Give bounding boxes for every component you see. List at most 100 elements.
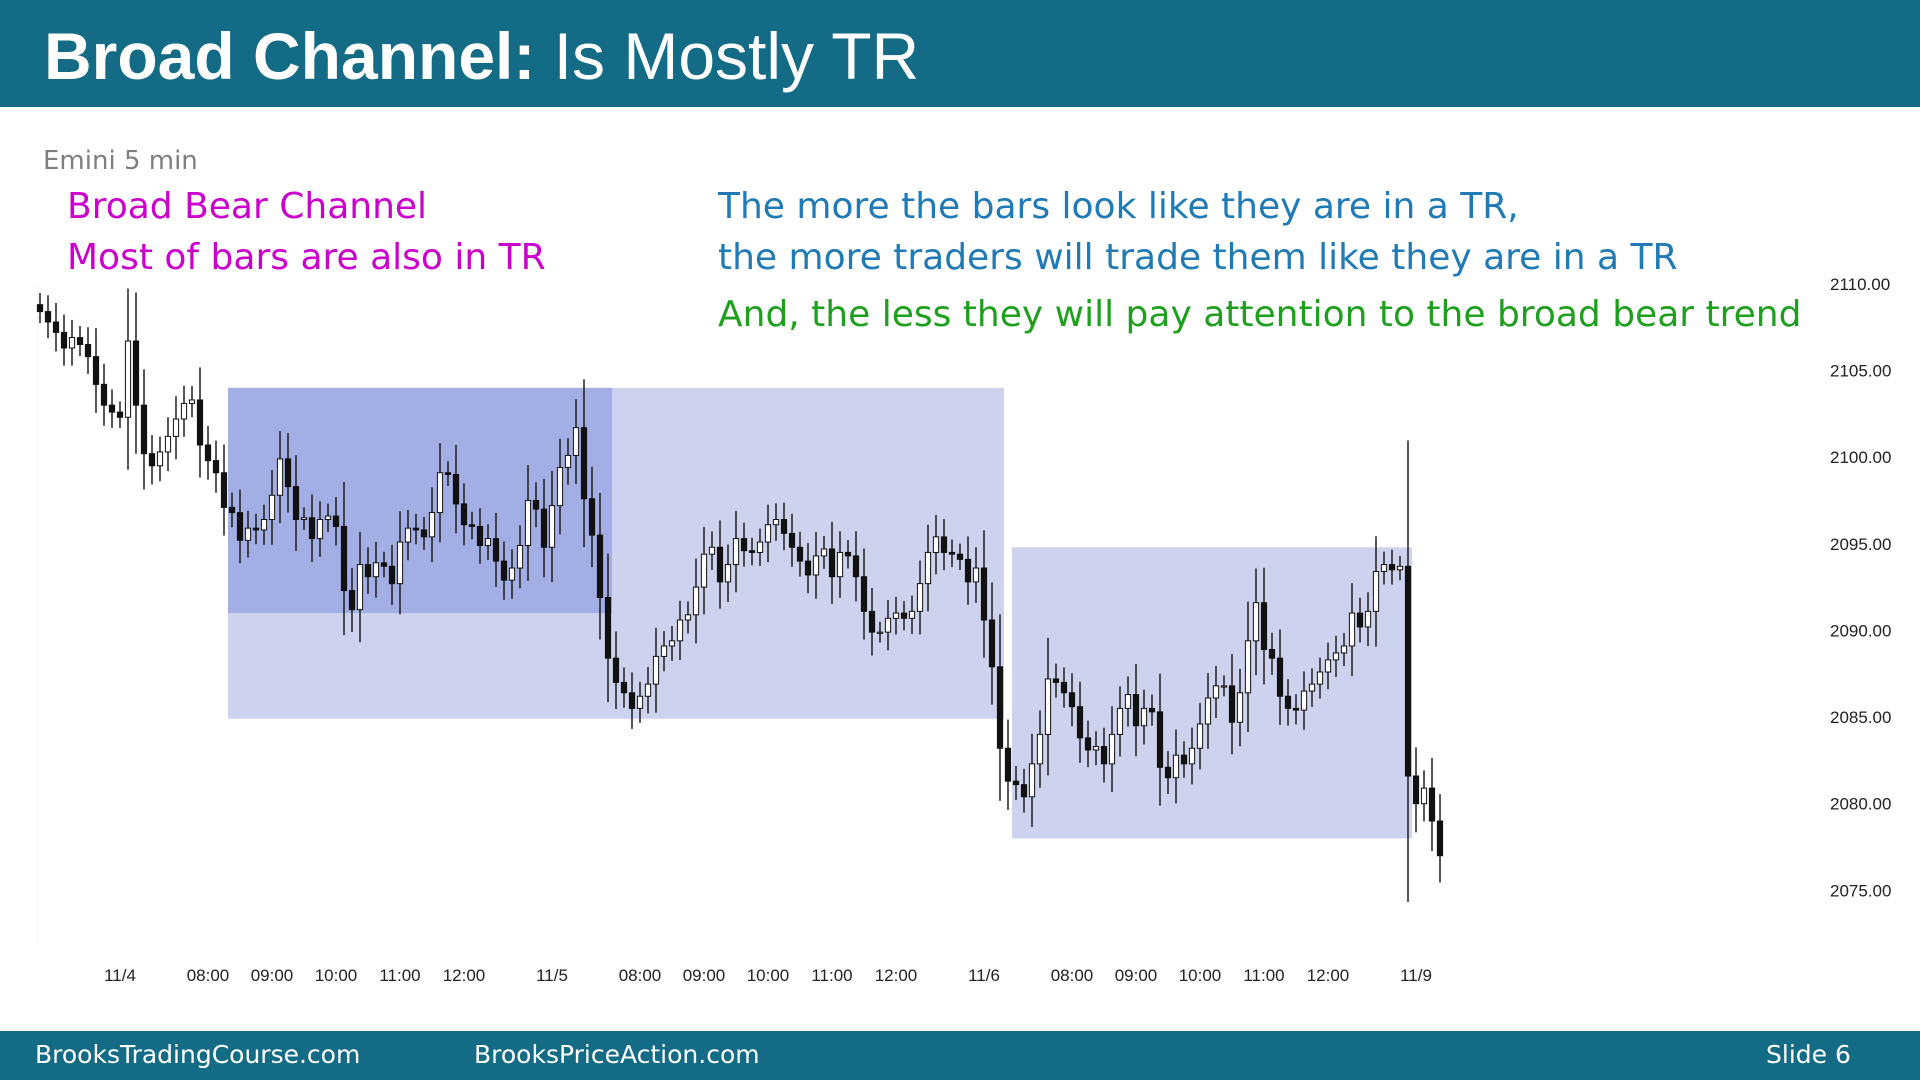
candle-bull-body: [1140, 707, 1148, 727]
candle-bull-body: [316, 519, 324, 540]
x-tick-label: 09:00: [683, 966, 726, 985]
candle-bull-body: [356, 564, 364, 611]
candle-bull-body: [876, 631, 884, 634]
candle-bull-body: [564, 454, 572, 469]
candle-bull-body: [428, 512, 436, 538]
candle-bear-body: [340, 525, 348, 592]
candle-bear-body: [52, 321, 60, 333]
x-tick-label: 12:00: [1307, 966, 1350, 985]
candle-bull-body: [676, 619, 684, 642]
candle-bull-body: [188, 399, 196, 404]
candle-bear-body: [228, 506, 236, 514]
candle-bull-body: [1300, 690, 1308, 711]
candle-bear-body: [308, 517, 316, 540]
candle-bull-body: [812, 555, 820, 576]
candle-bear-body: [284, 458, 292, 488]
candle-bull-body: [924, 551, 932, 585]
candle-bull-body: [1396, 565, 1404, 571]
candle-bear-body: [108, 404, 116, 413]
candle-bull-body: [324, 515, 332, 521]
candle-bear-body: [212, 460, 220, 474]
trading-range-box: [1012, 547, 1412, 839]
candle-bear-body: [852, 555, 860, 578]
title-rest: Is Mostly TR: [535, 19, 920, 93]
slide-number: Slide 6: [1766, 1040, 1851, 1069]
candle-bear-body: [364, 564, 372, 578]
candle-bear-body: [1052, 678, 1060, 683]
candle-bull-body: [1372, 571, 1380, 612]
candle-bear-body: [796, 546, 804, 562]
candle-bear-body: [532, 499, 540, 510]
candle-bear-body: [1284, 695, 1292, 709]
candle-bull-body: [1332, 652, 1340, 661]
candle-bear-body: [780, 519, 788, 534]
candle-bull-body: [268, 494, 276, 521]
candle-bull-body: [1420, 787, 1428, 805]
candle-bull-body: [1380, 564, 1388, 573]
y-tick-label: 2095.00: [1830, 535, 1891, 554]
candle-bull-body: [724, 564, 732, 583]
x-tick-label: 12:00: [875, 966, 918, 985]
candle-bear-body: [1260, 602, 1268, 650]
x-tick-label: 10:00: [1179, 966, 1222, 985]
candle-bull-body: [636, 695, 644, 709]
candle-bear-body: [1388, 564, 1396, 571]
candle-bull-body: [404, 527, 412, 543]
candle-bear-body: [1132, 694, 1140, 727]
y-tick-label: 2105.00: [1830, 362, 1891, 381]
candle-bull-body: [124, 340, 132, 418]
y-tick-label: 2085.00: [1830, 708, 1891, 727]
candle-bull-body: [1028, 763, 1036, 798]
candle-bull-body: [1340, 645, 1348, 654]
candle-bear-body: [1180, 754, 1188, 765]
candle-bear-body: [844, 551, 852, 557]
candle-bear-body: [964, 558, 972, 583]
candle-bull-body: [1124, 694, 1132, 709]
candle-bear-body: [348, 590, 356, 611]
title-bar: [0, 0, 1920, 107]
y-tick-label: 2080.00: [1830, 795, 1891, 814]
x-tick-label: 11/4: [104, 966, 136, 985]
annotation-bars-in-tr: Most of bars are also in TR: [67, 237, 546, 278]
candle-bear-body: [420, 529, 428, 538]
y-tick-label: 2100.00: [1830, 448, 1891, 467]
candle-bear-body: [740, 538, 748, 552]
y-tick-label: 2075.00: [1830, 881, 1891, 900]
candle-bear-body: [1276, 657, 1284, 697]
candle-bear-body: [788, 532, 796, 548]
candle-bull-body: [244, 527, 252, 541]
candle-bull-body: [508, 567, 516, 581]
candle-bear-body: [60, 331, 68, 349]
x-tick-label: 09:00: [251, 966, 294, 985]
candle-bull-body: [396, 541, 404, 585]
candle-bear-body: [380, 562, 388, 567]
trading-range-box: [228, 387, 612, 614]
candle-bear-body: [44, 311, 52, 323]
candle-bull-body: [524, 499, 532, 547]
candle-bear-body: [596, 534, 604, 598]
candle-bull-body: [684, 614, 692, 621]
candle-bear-body: [620, 681, 628, 694]
x-tick-label: 08:00: [187, 966, 230, 985]
candle-bull-body: [436, 472, 444, 514]
candle-bull-body: [260, 519, 268, 531]
candle-bear-body: [956, 553, 964, 560]
candle-bear-body: [84, 344, 92, 358]
candle-bear-body: [980, 567, 988, 621]
candle-bull-body: [972, 567, 980, 583]
candle-bear-body: [148, 453, 156, 467]
candle-bear-body: [36, 304, 44, 313]
candle-bear-body: [1268, 648, 1276, 659]
x-tick-label: 11/9: [1400, 966, 1432, 985]
candle-bear-body: [140, 404, 148, 455]
annotation-bars-look-like-tr: The more the bars look like they are in …: [718, 186, 1519, 227]
candle-bull-body: [1196, 723, 1204, 749]
candle-bear-body: [804, 560, 812, 576]
candle-bull-body: [180, 402, 188, 420]
candle-bear-body: [604, 597, 612, 659]
x-tick-label: 12:00: [443, 966, 486, 985]
candle-bull-body: [1204, 697, 1212, 725]
candle-bull-body: [644, 683, 652, 697]
candle-bear-body: [748, 550, 756, 553]
